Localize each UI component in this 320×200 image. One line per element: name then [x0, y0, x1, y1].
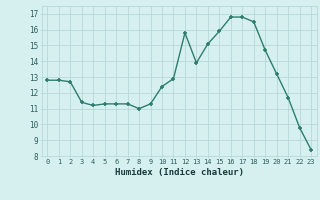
X-axis label: Humidex (Indice chaleur): Humidex (Indice chaleur) — [115, 168, 244, 177]
